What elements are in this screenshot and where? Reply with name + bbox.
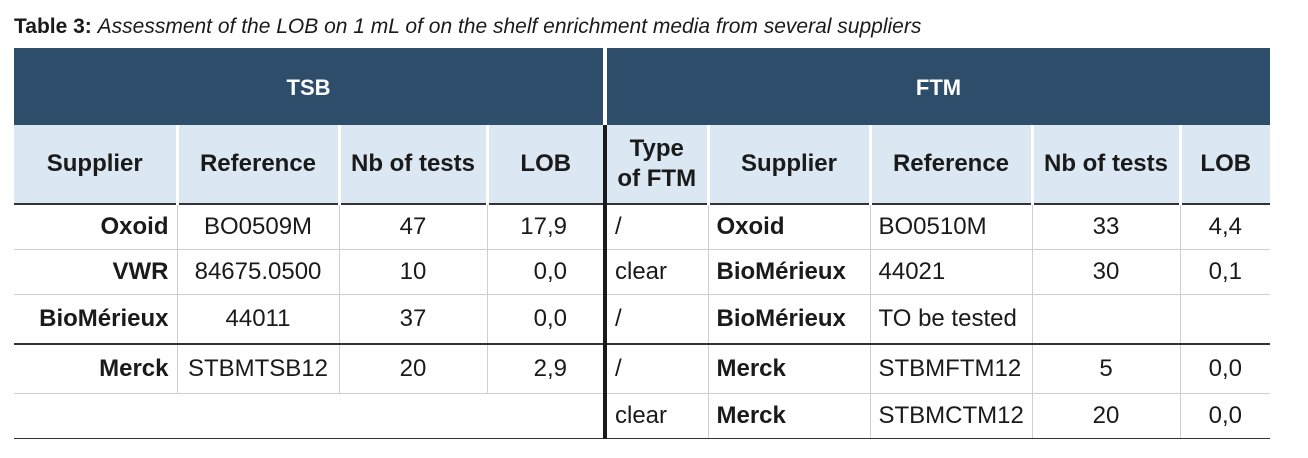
ftm-type-cell: clear (605, 393, 709, 439)
header-ftm-reference: Reference (870, 125, 1034, 205)
ftm-nb-tests-cell: 30 (1032, 249, 1181, 295)
tsb-nb-tests-cell: 37 (339, 294, 488, 345)
header-supplier: Supplier (14, 125, 179, 205)
table-row: BioMérieux 44011 37 0,0 / BioMérieux TO … (14, 294, 1271, 345)
ftm-group-header: FTM (605, 48, 1271, 125)
ftm-nb-tests-cell: 5 (1032, 344, 1181, 394)
ftm-supplier-cell: Merck (708, 344, 871, 394)
header-lob: LOB (487, 125, 607, 205)
ftm-nb-tests-cell: 20 (1032, 393, 1181, 439)
tsb-reference-cell: 84675.0500 (177, 249, 340, 295)
ftm-reference-cell: STBMFTM12 (870, 344, 1033, 394)
tsb-group-header: TSB (14, 48, 607, 125)
ftm-lob-cell: 4,4 (1180, 204, 1271, 250)
table-row: Oxoid BO0509M 47 17,9 / Oxoid BO0510M 33… (14, 204, 1271, 250)
ftm-lob-cell: 0,1 (1180, 249, 1271, 295)
header-type-line1: Type (629, 135, 684, 162)
header-nb-tests: Nb of tests (339, 125, 489, 205)
tsb-nb-tests-cell: 10 (339, 249, 488, 295)
ftm-lob-cell: 0,0 (1180, 393, 1271, 439)
ftm-reference-cell: TO be tested (870, 294, 1033, 345)
ftm-type-cell: / (605, 344, 709, 394)
table-caption: Table 3: Assessment of the LOB on 1 mL o… (14, 14, 921, 40)
table-row: Merck STBMTSB12 20 2,9 / Merck STBMFTM12… (14, 344, 1271, 394)
tsb-supplier-cell: Merck (14, 344, 178, 394)
ftm-type-cell: / (605, 204, 709, 250)
caption-label: Table 3: (14, 15, 92, 38)
ftm-reference-cell: STBMCTM12 (870, 393, 1033, 439)
ftm-nb-tests-cell: 33 (1032, 204, 1181, 250)
tsb-reference-cell: 44011 (177, 294, 340, 345)
ftm-reference-cell: BO0510M (870, 204, 1033, 250)
ftm-lob-cell: 0,0 (1180, 344, 1271, 394)
ftm-lob-cell (1180, 294, 1271, 345)
tsb-supplier-cell: Oxoid (14, 204, 178, 250)
lob-assessment-table: TSB FTM Supplier Reference Nb of tests L… (14, 48, 1271, 439)
header-ftm-supplier: Supplier (708, 125, 872, 205)
ftm-nb-tests-cell (1032, 294, 1181, 345)
header-reference: Reference (177, 125, 341, 205)
tsb-reference-cell: BO0509M (177, 204, 340, 250)
tsb-reference-cell: STBMTSB12 (177, 344, 340, 394)
ftm-type-cell: clear (605, 249, 709, 295)
tsb-supplier-cell: BioMérieux (14, 294, 178, 345)
empty-tsb-cell (14, 393, 607, 439)
header-type-line2: of FTM (617, 165, 697, 192)
tsb-supplier-cell: VWR (14, 249, 178, 295)
tsb-nb-tests-cell: 47 (339, 204, 488, 250)
tsb-nb-tests-cell: 20 (339, 344, 488, 394)
tsb-lob-cell: 0,0 (487, 249, 607, 295)
ftm-reference-cell: 44021 (870, 249, 1033, 295)
table-row: VWR 84675.0500 10 0,0 clear BioMérieux 4… (14, 249, 1271, 295)
header-ftm-nb-tests: Nb of tests (1032, 125, 1182, 205)
tsb-lob-cell: 17,9 (487, 204, 607, 250)
ftm-supplier-cell: BioMérieux (708, 294, 871, 345)
ftm-supplier-cell: Oxoid (708, 204, 871, 250)
header-type-of-ftm: Type of FTM (605, 125, 710, 205)
tsb-lob-cell: 2,9 (487, 344, 607, 394)
header-ftm-lob: LOB (1180, 125, 1271, 205)
ftm-supplier-cell: BioMérieux (708, 249, 871, 295)
ftm-supplier-cell: Merck (708, 393, 871, 439)
table-row: clear Merck STBMCTM12 20 0,0 (14, 393, 1271, 439)
caption-text: Assessment of the LOB on 1 mL of on the … (97, 15, 922, 38)
group-header-row: TSB FTM (14, 48, 1271, 125)
column-header-row: Supplier Reference Nb of tests LOB Type … (14, 125, 1271, 205)
ftm-type-cell: / (605, 294, 709, 345)
tsb-lob-cell: 0,0 (487, 294, 607, 345)
